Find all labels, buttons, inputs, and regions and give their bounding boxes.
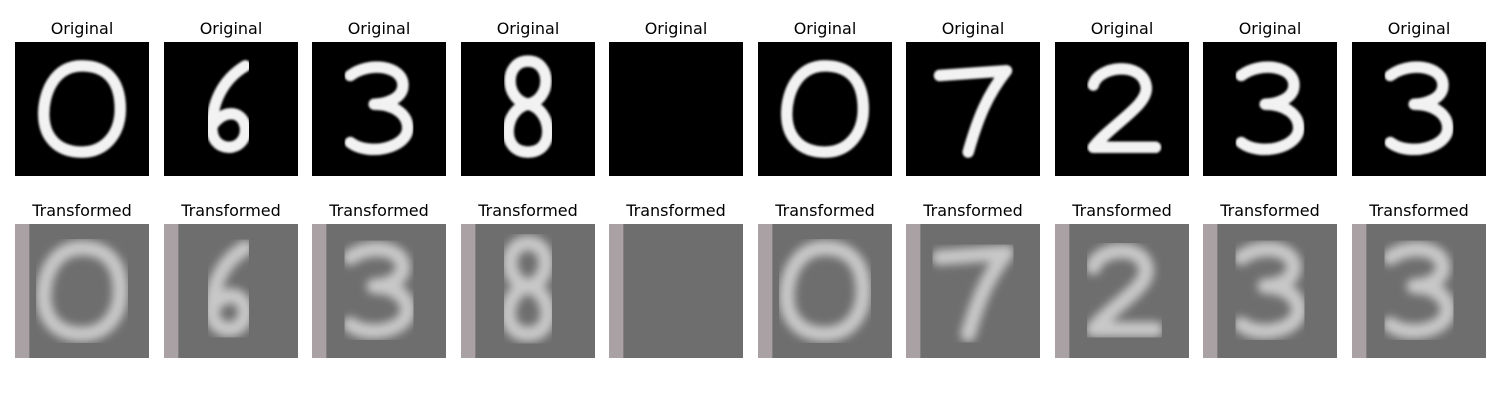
panel-title: Transformed [758,202,892,220]
original-digit-image [1203,42,1337,176]
transformed-digit-image [758,224,892,358]
original-digit-image [1352,42,1486,176]
panel-title: Original [609,20,743,38]
panel-title: Original [461,20,595,38]
transformed-digit-image [1203,224,1337,358]
original-digit-image [15,42,149,176]
transformed-digit-image [1055,224,1189,358]
panel-title: Transformed [1203,202,1337,220]
transformed-digit-image [312,224,446,358]
panel-title: Transformed [906,202,1040,220]
panel-title: Original [758,20,892,38]
panel-title: Original [906,20,1040,38]
transformed-digit-image [15,224,149,358]
panel-title: Original [164,20,298,38]
original-digit-image [609,42,743,176]
transformed-digit-image [906,224,1040,358]
original-digit-image [164,42,298,176]
panel-title: Transformed [15,202,149,220]
panel-title: Transformed [1055,202,1189,220]
panel-title: Original [1055,20,1189,38]
panel-title: Original [312,20,446,38]
original-digit-image [758,42,892,176]
panel-title: Original [1203,20,1337,38]
panel-title: Transformed [164,202,298,220]
original-digit-image [1055,42,1189,176]
panel-title: Transformed [312,202,446,220]
panel-title: Transformed [461,202,595,220]
transformed-digit-image [1352,224,1486,358]
panel-title: Original [15,20,149,38]
panel-title: Transformed [1352,202,1486,220]
original-digit-image [906,42,1040,176]
transformed-digit-image [164,224,298,358]
original-digit-image [461,42,595,176]
original-digit-image [312,42,446,176]
panel-title: Original [1352,20,1486,38]
transformed-digit-image [461,224,595,358]
transformed-digit-image [609,224,743,358]
panel-title: Transformed [609,202,743,220]
